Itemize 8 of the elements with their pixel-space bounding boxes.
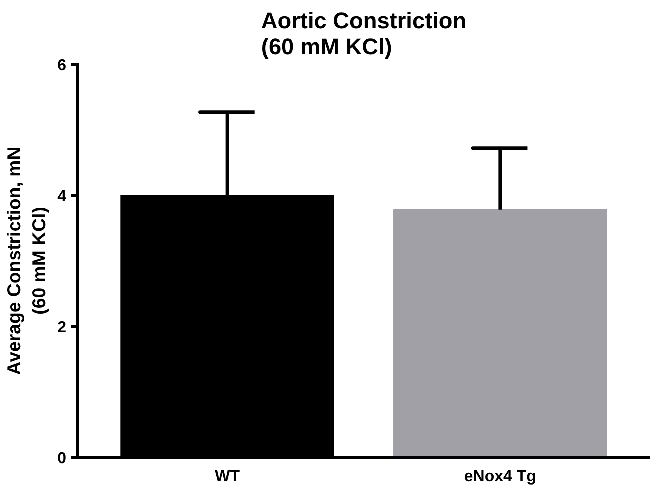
y-tick-label: 2: [58, 320, 67, 336]
chart-title: Aortic Constriction (60 mM KCl): [261, 8, 467, 60]
y-tick-label: 0: [58, 450, 67, 468]
y-axis-title: Average Constriction, mN (60 mM KCl): [3, 146, 50, 376]
x-tick-label: WT: [215, 468, 240, 486]
y-tick-label: 4: [58, 188, 67, 206]
y-tick-label: 6: [58, 58, 67, 74]
x-tick-label: eNox4 Tg: [464, 468, 536, 486]
